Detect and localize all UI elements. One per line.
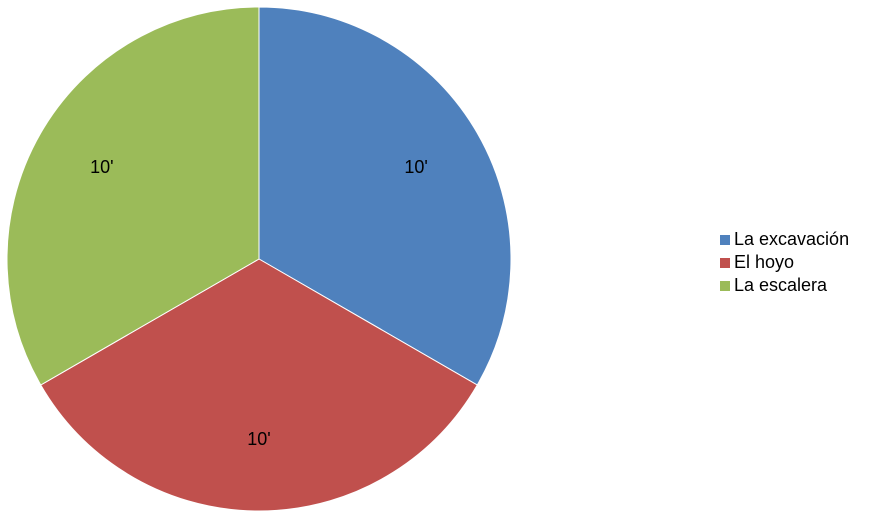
legend-swatch [720,258,730,268]
legend-swatch [720,235,730,245]
pie-slice [6,6,260,386]
data-label: 10' [404,157,427,177]
legend-label: El hoyo [734,252,794,272]
legend-swatch [720,281,730,291]
data-label: 10' [90,157,113,177]
legend-label: La excavación [734,229,849,249]
pie-slice [258,6,512,386]
data-label: 10' [247,429,270,449]
legend-label: La escalera [734,275,828,295]
